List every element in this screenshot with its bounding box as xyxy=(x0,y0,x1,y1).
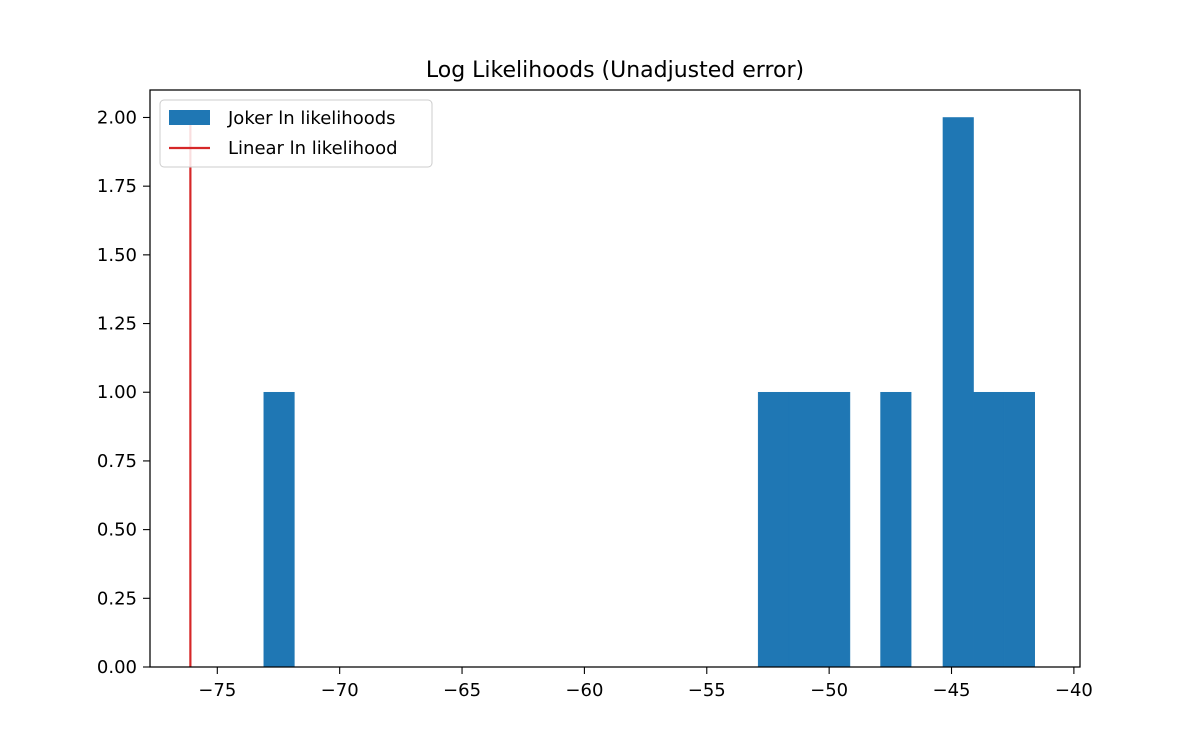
y-tick-label: 0.50 xyxy=(97,520,137,541)
legend-box xyxy=(159,99,433,168)
x-tick-label: −75 xyxy=(198,680,236,701)
chart-title: Log Likelihoods (Unadjusted error) xyxy=(426,58,804,83)
y-tick-label: 1.75 xyxy=(97,176,137,197)
histogram-bar-3 xyxy=(788,391,820,668)
x-tick-label: −55 xyxy=(688,680,726,701)
x-tick-label: −40 xyxy=(1055,680,1093,701)
x-tick-label: −45 xyxy=(933,680,971,701)
histogram-bars xyxy=(263,117,1035,668)
legend-label-linear: Linear ln likelihood xyxy=(228,138,398,159)
x-axis: −75 −70 −65 −60 −55 −50 −45 −40 xyxy=(198,667,1093,701)
y-tick-label: 1.50 xyxy=(97,245,137,266)
histogram-bar-8 xyxy=(1003,391,1035,668)
y-tick-label: 2.00 xyxy=(97,107,137,128)
legend-swatch-joker xyxy=(169,110,210,125)
plot-frame xyxy=(149,89,1081,668)
y-tick-label: 0.75 xyxy=(97,451,137,472)
legend: Joker ln likelihoods Linear ln likelihood xyxy=(159,99,433,168)
y-tick-label: 1.25 xyxy=(97,314,137,335)
legend-label-joker: Joker ln likelihoods xyxy=(227,108,396,129)
histogram-bar-7 xyxy=(973,391,1005,668)
y-axis: 0.00 0.25 0.50 0.75 1.00 1.25 1.50 1.75 2.00 xyxy=(97,107,150,678)
y-tick-label: 0.00 xyxy=(97,657,137,678)
x-tick-label: −70 xyxy=(321,680,359,701)
histogram-bar-4 xyxy=(819,391,851,668)
x-tick-label: −50 xyxy=(810,680,848,701)
histogram-bar-1 xyxy=(263,391,295,668)
histogram-bar-2 xyxy=(757,391,790,668)
x-tick-label: −60 xyxy=(565,680,603,701)
y-tick-label: 1.00 xyxy=(97,382,137,403)
histogram-bar-6 xyxy=(942,117,974,668)
histogram-bar-5 xyxy=(880,391,912,668)
x-tick-label: −65 xyxy=(443,680,481,701)
y-tick-label: 0.25 xyxy=(97,588,137,609)
